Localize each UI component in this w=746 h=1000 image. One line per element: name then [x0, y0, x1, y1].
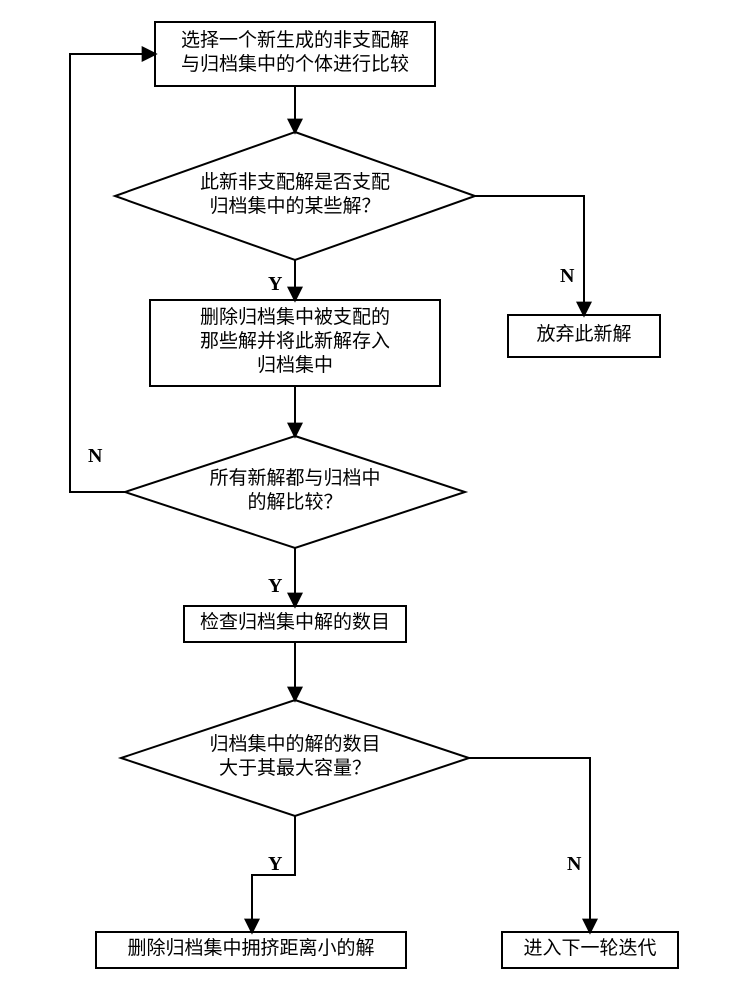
edge-label-4: N: [88, 445, 103, 467]
flowchart-diagram: 选择一个新生成的非支配解与归档集中的个体进行比较此新非支配解是否支配归档集中的某…: [0, 0, 746, 1000]
node-n7: 归档集中的解的数目大于其最大容量？: [121, 700, 469, 816]
edge-2: [475, 196, 584, 315]
node-n3: 删除归档集中被支配的那些解并将此新解存入归档集中: [150, 300, 440, 386]
node-n1: 选择一个新生成的非支配解与归档集中的个体进行比较: [155, 22, 435, 86]
node-n2: 此新非支配解是否支配归档集中的某些解？: [115, 132, 475, 260]
node-n4: 放弃此新解: [508, 315, 660, 357]
svg-text:删除归档集中被支配的那些解并将此新解存入归档集中: 删除归档集中被支配的那些解并将此新解存入归档集中: [200, 306, 390, 376]
svg-text:此新非支配解是否支配归档集中的某些解？: 此新非支配解是否支配归档集中的某些解？: [200, 171, 390, 217]
edge-label-1: Y: [268, 273, 283, 295]
edge-label-7: Y: [268, 853, 283, 875]
svg-text:放弃此新解: 放弃此新解: [536, 323, 631, 345]
edge-label-8: N: [567, 853, 582, 875]
edge-label-2: N: [560, 265, 575, 287]
node-n5: 所有新解都与归档中的解比较？: [125, 436, 465, 548]
node-n9: 进入下一轮迭代: [502, 932, 678, 968]
edge-label-5: Y: [268, 575, 283, 597]
svg-text:所有新解都与归档中的解比较？: 所有新解都与归档中的解比较？: [209, 467, 380, 513]
svg-text:选择一个新生成的非支配解与归档集中的个体进行比较: 选择一个新生成的非支配解与归档集中的个体进行比较: [181, 29, 409, 75]
svg-text:检查归档集中解的数目: 检查归档集中解的数目: [200, 611, 390, 633]
svg-text:删除归档集中拥挤距离小的解: 删除归档集中拥挤距离小的解: [127, 937, 374, 959]
node-n6: 检查归档集中解的数目: [184, 606, 406, 642]
edge-8: [469, 758, 590, 932]
svg-text:归档集中的解的数目大于其最大容量？: 归档集中的解的数目大于其最大容量？: [209, 733, 380, 779]
svg-text:进入下一轮迭代: 进入下一轮迭代: [523, 937, 656, 959]
edge-4: [70, 54, 155, 492]
node-n8: 删除归档集中拥挤距离小的解: [96, 932, 406, 968]
